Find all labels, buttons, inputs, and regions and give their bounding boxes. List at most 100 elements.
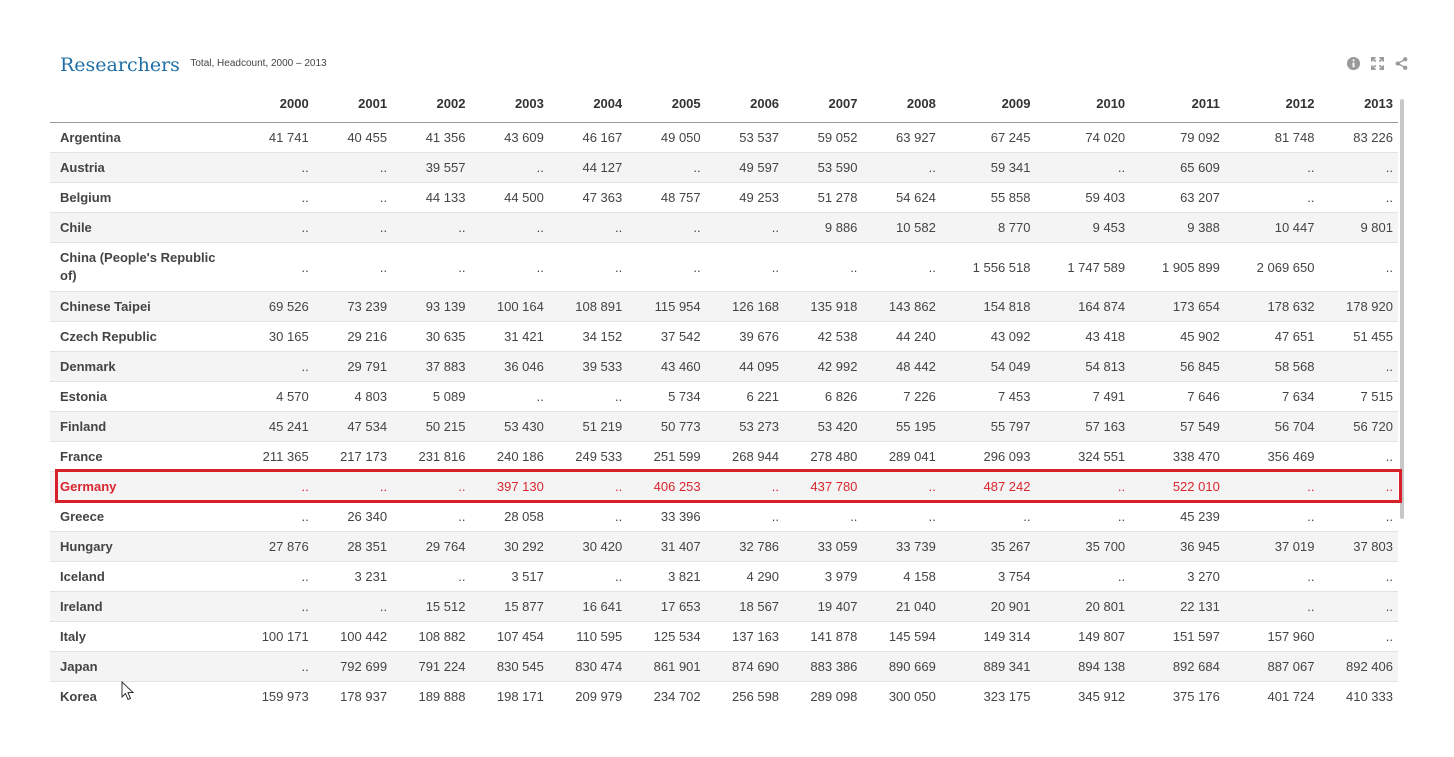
country-name[interactable]: Denmark [50,351,236,382]
column-header-year[interactable]: 2010 [1035,85,1131,123]
table-cell: 143 862 [862,291,941,322]
table-row[interactable]: Denmark.. 29 791 37 883 36 046 39 533 43 460 4… [50,351,1398,382]
table-cell: .. [784,242,863,292]
column-header-year[interactable]: 2002 [392,85,471,123]
country-name[interactable]: Greece [50,501,236,532]
table-row[interactable]: Czech Republic 30 165 29 216 30 635 31 421 34… [50,321,1398,352]
table-row[interactable]: Chile.............. 9 886 10 582 8 770 9 453… [50,212,1398,243]
table-cell: 44 095 [705,351,785,382]
table-cell: 49 050 [627,122,706,153]
country-name[interactable]: Italy [50,621,236,652]
table-row[interactable]: Argentina 41 741 40 455 41 356 43 609 46 167 4… [50,122,1398,153]
table-row[interactable]: Ireland.... 15 512 15 877 16 641 17 653 18 56… [50,591,1398,622]
table-cell: 30 420 [548,531,628,562]
column-header-year[interactable]: 2011 [1130,85,1225,123]
table-cell: .. [1319,152,1398,183]
country-name[interactable]: France [50,441,236,472]
table-cell: 889 341 [940,651,1036,682]
country-name[interactable]: Czech Republic [50,321,236,352]
country-name[interactable]: Finland [50,411,236,442]
table-cell: 74 020 [1035,122,1131,153]
country-name[interactable]: Argentina [50,122,236,153]
country-name[interactable]: Japan [50,651,236,682]
table-cell: 9 453 [1035,212,1131,243]
table-cell: .. [1224,591,1320,622]
table-row[interactable]: Austria.... 39 557.. 44 127.. 49 597 53 590.… [50,152,1398,183]
column-header-year[interactable]: 2006 [705,85,785,123]
table-row[interactable]: Hungary 27 876 28 351 29 764 30 292 30 420 31 … [50,531,1398,562]
table-cell: .. [470,381,549,412]
table-row[interactable]: Estonia 4 570 4 803 5 089.... 5 734 6 221 6 82… [50,381,1398,412]
table-cell: 141 878 [784,621,863,652]
table-row[interactable]: Chinese Taipei 69 526 73 239 93 139 100 164 1… [50,291,1398,322]
info-icon[interactable] [1345,55,1361,71]
country-name[interactable]: China (People's Republic of) [50,242,236,292]
column-header-year[interactable]: 2008 [862,85,941,123]
table-cell: 56 704 [1224,411,1320,442]
table-cell: 47 363 [548,182,628,213]
share-icon[interactable] [1393,55,1409,71]
table-cell: 63 927 [862,122,941,153]
column-header-year[interactable]: 2004 [548,85,628,123]
table-cell: 3 754 [940,561,1036,592]
column-header-year[interactable]: 2003 [470,85,549,123]
table-cell: 47 534 [313,411,393,442]
table-cell: 36 046 [470,351,549,382]
table-row[interactable]: Belgium.... 44 133 44 500 47 363 48 757 49 25… [50,182,1398,213]
table-row[interactable]: Korea 159 973 178 937 189 888 198 171 209 979… [50,681,1398,707]
table-cell: 115 954 [627,291,706,322]
table-row[interactable]: Italy 100 171 100 442 108 882 107 454 110 595… [50,621,1398,652]
country-name[interactable]: Ireland [50,591,236,622]
table-cell: 7 491 [1035,381,1131,412]
vertical-scrollbar[interactable] [1400,99,1404,519]
country-name[interactable]: Estonia [50,381,236,412]
column-header-year[interactable]: 2005 [627,85,706,123]
table-cell: 356 469 [1224,441,1320,472]
table-cell: 296 093 [940,441,1036,472]
table-cell: 240 186 [470,441,549,472]
country-name[interactable]: Belgium [50,182,236,213]
table-cell: .. [1035,471,1131,502]
table-cell: 883 386 [784,651,863,682]
table-row[interactable]: China (People's Republic of)............… [50,242,1398,292]
table-cell: 892 684 [1130,651,1225,682]
column-header-year[interactable]: 2013 [1319,85,1398,123]
table-cell: 137 163 [705,621,785,652]
column-header-year[interactable]: 2009 [940,85,1036,123]
table-cell: .. [470,152,549,183]
column-header-year[interactable]: 2007 [784,85,863,123]
table-row[interactable]: Iceland.. 3 231.. 3 517.. 3 821 4 290 3 979 4 … [50,561,1398,592]
table-cell: 30 635 [392,321,471,352]
column-header-country[interactable] [50,85,236,123]
column-header-year[interactable]: 2001 [313,85,393,123]
table-cell: 51 278 [784,182,863,213]
table-cell: .. [548,381,628,412]
country-name[interactable]: Korea [50,681,236,707]
table-row[interactable]: France 211 365 217 173 231 816 240 186 249 53… [50,441,1398,472]
table-cell: 53 273 [705,411,785,442]
country-name[interactable]: Germany [50,471,236,502]
country-name[interactable]: Austria [50,152,236,183]
table-cell: 1 556 518 [940,242,1036,292]
country-name[interactable]: Hungary [50,531,236,562]
table-cell: .. [313,212,393,243]
table-cell: .. [1319,242,1398,292]
data-table-container[interactable]: 2000 2001 2002 2003 2004 2005 2006 2007 2008 2009… [50,85,1400,707]
table-row[interactable]: Japan.. 792 699 791 224 830 545 830 474 861 9… [50,651,1398,682]
expand-icon[interactable] [1369,55,1385,71]
column-header-year[interactable]: 2000 [235,85,314,123]
column-header-year[interactable]: 2012 [1224,85,1320,123]
table-cell: .. [627,152,706,183]
table-row-highlighted[interactable]: Germany...... 397 130.. 406 253.. 437 780..… [50,471,1398,502]
table-cell: .. [313,152,393,183]
table-row[interactable]: Greece.. 26 340.. 28 058.. 33 396..........… [50,501,1398,532]
country-name[interactable]: Chinese Taipei [50,291,236,322]
table-row[interactable]: Finland 45 241 47 534 50 215 53 430 51 219 50 … [50,411,1398,442]
table-cell: 7 226 [862,381,941,412]
table-cell: .. [548,471,628,502]
table-cell: 21 040 [862,591,941,622]
table-cell: 37 803 [1319,531,1398,562]
country-name[interactable]: Chile [50,212,236,243]
table-cell: .. [1319,351,1398,382]
country-name[interactable]: Iceland [50,561,236,592]
